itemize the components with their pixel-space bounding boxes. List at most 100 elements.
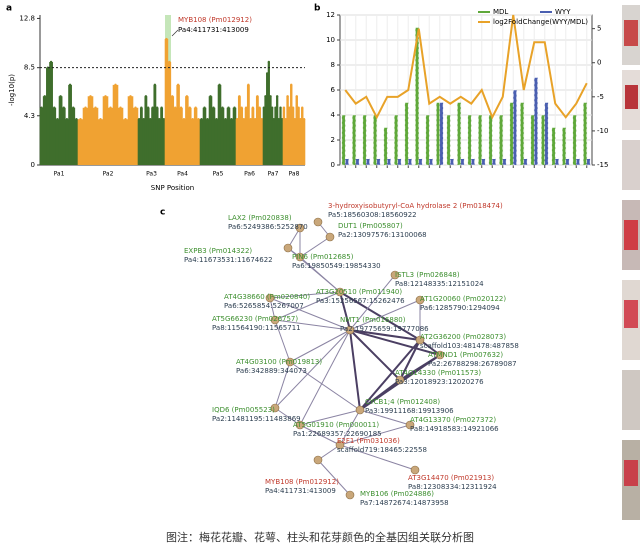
snp-point	[46, 66, 50, 69]
snp-point	[302, 117, 306, 121]
y-tick-label: 0	[31, 161, 35, 169]
bar	[520, 102, 525, 166]
snp-point	[119, 106, 122, 109]
photo	[624, 460, 638, 486]
bar	[481, 158, 486, 166]
node	[285, 357, 295, 367]
edge	[289, 329, 351, 363]
bar	[467, 114, 472, 166]
bar	[502, 158, 507, 166]
node-label: CYCB1;4 (Pm012408)	[365, 398, 440, 406]
snp-point	[89, 95, 92, 98]
snp-point	[197, 117, 200, 121]
node	[313, 217, 323, 227]
node	[270, 403, 280, 413]
y2-tick-label: 0	[597, 59, 601, 67]
y-tick-label: 2	[331, 136, 335, 144]
snp-point	[240, 106, 243, 109]
edge	[274, 291, 341, 321]
snp-point	[286, 95, 289, 98]
annotation-arrow	[171, 29, 179, 37]
snp-point	[227, 106, 230, 109]
snp-point	[94, 106, 97, 109]
photo	[622, 140, 640, 190]
snp-point	[295, 95, 298, 98]
edge	[299, 236, 331, 258]
edge	[339, 409, 361, 446]
snp-point	[206, 117, 209, 121]
x-tick-label: Pa6	[244, 171, 255, 178]
snp-point	[218, 83, 221, 87]
y-tick-label: 0	[331, 161, 335, 169]
node-label: E2F1 (Pm031036)	[337, 437, 400, 445]
photo	[624, 20, 638, 46]
x-tick-label: Pa7	[268, 171, 279, 178]
snp-point	[137, 117, 141, 121]
bar	[523, 158, 528, 166]
snp-point	[62, 106, 65, 109]
node	[295, 420, 305, 430]
bar	[530, 114, 535, 166]
node	[295, 252, 305, 262]
snp-point	[182, 117, 186, 121]
bar	[509, 102, 514, 166]
snp-point	[134, 106, 137, 109]
edge	[339, 424, 411, 446]
node-locus: Pa3:19911168:19913906	[365, 407, 454, 415]
panel-label: a	[6, 4, 12, 14]
node-locus: Pa6:342889:344073	[236, 367, 307, 375]
node	[270, 315, 280, 325]
snp-point	[230, 117, 233, 121]
snp-point	[269, 95, 272, 98]
x-tick-label: Pa4	[177, 171, 188, 178]
node-locus: Pa5:18560308:18560922	[328, 211, 417, 219]
y2-tick-label: 5	[597, 25, 601, 33]
panel-label: c	[160, 208, 165, 218]
snp-point	[238, 95, 241, 98]
node-locus: scaffold719:18465:22558	[337, 446, 427, 454]
y-tick-label: 12	[326, 11, 335, 19]
snp-point	[212, 106, 215, 109]
node-label: DUT1 (Pm005807)	[338, 222, 403, 230]
node-label: PIN6 (Pm012685)	[292, 253, 354, 261]
node	[295, 223, 305, 233]
bar	[491, 158, 496, 166]
snp-point	[297, 106, 300, 109]
snp-point	[99, 117, 102, 121]
node-locus: Pa6:5249386:5252870	[228, 223, 308, 231]
snp-point	[224, 117, 227, 121]
snp-point	[288, 106, 291, 109]
node	[283, 243, 293, 253]
snp-point	[194, 106, 197, 109]
snp-point	[176, 83, 180, 87]
x-tick-label: Pa2	[103, 171, 114, 178]
bar	[572, 114, 577, 166]
snp-point	[153, 83, 157, 87]
photo	[624, 220, 638, 250]
snp-point	[162, 117, 166, 121]
node-locus: Pa8:12308334:12311924	[408, 483, 497, 491]
edge	[299, 409, 361, 426]
node	[335, 440, 345, 450]
edge	[349, 274, 396, 331]
y-tick-label: 6	[331, 86, 336, 94]
bar	[355, 158, 360, 166]
bar	[488, 114, 493, 166]
caption: 图注：梅花花瓣、花萼、柱头和花芽颜色的全基因组关联分析图	[166, 530, 474, 544]
snp-point	[144, 95, 148, 98]
node	[345, 490, 355, 500]
node-label: AT4G14330 (Pm011573)	[395, 369, 481, 377]
x-tick-label: Pa5	[213, 171, 224, 178]
snp-point	[290, 83, 293, 87]
bar	[418, 158, 423, 166]
snp-point	[275, 95, 279, 98]
y-tick-label: 4.3	[24, 112, 35, 120]
node-locus: Pa8:11564190:11565711	[212, 324, 301, 332]
y-tick-label: 8	[331, 61, 335, 69]
snp-point	[256, 95, 259, 98]
x-tick-label: Pa3	[146, 171, 157, 178]
node-label: AT5G66230 (Pm026757)	[212, 315, 298, 323]
snp-point	[109, 106, 112, 109]
snp-point	[43, 95, 46, 98]
